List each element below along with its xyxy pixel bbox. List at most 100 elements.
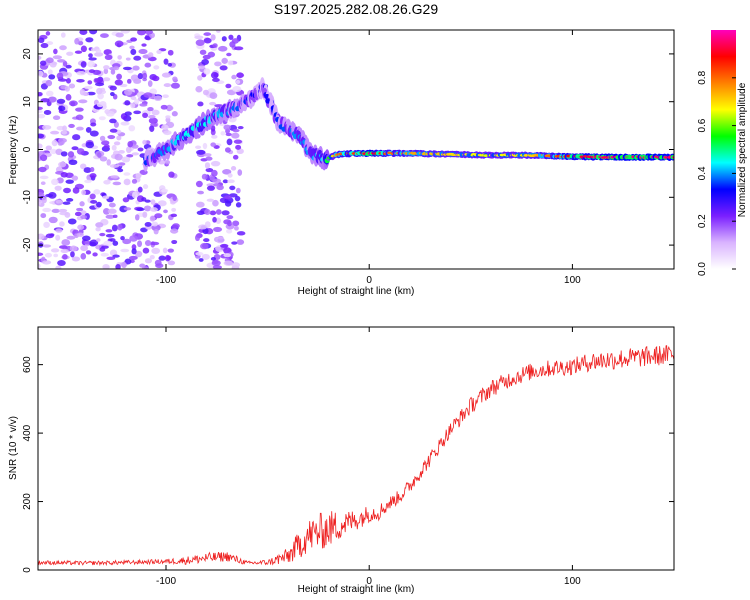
spectrogram-cell <box>87 60 95 68</box>
spectrogram-cell <box>74 38 80 45</box>
spectrogram-cell <box>160 104 168 110</box>
spectrogram-cell <box>201 253 210 260</box>
spectrogram-cell <box>171 239 178 245</box>
spectrogram-cell <box>124 88 133 96</box>
spectrogram-cell <box>226 229 233 234</box>
spectrogram-cell <box>71 175 79 181</box>
spectrogram-cell <box>166 255 172 261</box>
spectrogram-cell <box>172 223 180 229</box>
spectrogram-cell <box>113 121 119 128</box>
spectrogram-cell <box>40 154 48 162</box>
spectrogram-cell <box>48 74 56 80</box>
spectrogram-cell <box>55 148 63 156</box>
spectrogram-cell <box>201 173 208 180</box>
spectrogram-cell <box>70 251 75 258</box>
spectrogram-cell <box>60 151 68 157</box>
spectrogram-cell <box>42 244 51 248</box>
spectrogram-cell <box>195 180 203 188</box>
spectrogram-cell <box>205 156 213 161</box>
spectrogram-cell <box>194 35 204 40</box>
snr-series-line <box>38 345 674 567</box>
spectrogram-cell <box>57 259 66 267</box>
y-tick-label: 600 <box>22 356 33 373</box>
spectrogram-cell <box>209 101 216 106</box>
spectrogram-cell <box>161 72 172 78</box>
spectrogram-cell <box>226 52 232 57</box>
spectrogram-cell <box>235 144 242 150</box>
snr-x-label: Height of straight line (km) <box>298 584 415 595</box>
spectrogram-cell <box>211 169 218 177</box>
spectrogram-cell <box>142 211 148 218</box>
spectrogram-cell <box>67 151 75 158</box>
spectrogram-cell <box>236 72 244 78</box>
y-tick-label: 20 <box>22 48 33 60</box>
spectrogram-cell <box>104 54 113 61</box>
spectrogram-cell <box>141 197 147 202</box>
spectrogram-cell <box>61 239 71 246</box>
spectrogram-cell <box>163 58 169 65</box>
spectrogram-cell <box>114 40 124 48</box>
spectrogram-cell <box>212 178 222 184</box>
spectrogram-cell <box>80 245 89 252</box>
spectrogram-cell <box>52 115 61 121</box>
spectrogram-cell <box>232 220 240 227</box>
spectrogram-cell <box>215 236 225 244</box>
spectrogram-cell <box>109 249 118 257</box>
spectrogram-cell <box>231 74 237 80</box>
spectrogram-cell <box>161 188 169 193</box>
spectrogram-cell <box>85 37 94 43</box>
spectrogram-cell <box>149 207 158 212</box>
spectrogram-cell <box>131 178 138 184</box>
snr-y-label: SNR (10 * v/v) <box>8 416 19 480</box>
spectrogram-cell <box>58 208 68 213</box>
spectrogram-cell <box>206 198 215 202</box>
spectrogram-cell <box>210 34 216 41</box>
spectrogram-cell <box>170 82 180 89</box>
spectrogram-cell <box>231 241 238 245</box>
colorbar-tick-label: 0.2 <box>697 214 708 228</box>
spectrogram-cell <box>130 74 139 82</box>
spectrogram-cell <box>80 253 87 260</box>
spectrogram-cell <box>54 185 62 191</box>
spectrogram-cell <box>136 207 145 212</box>
spectrogram-cell <box>170 200 176 205</box>
spectrogram-cell <box>72 134 81 141</box>
spectrogram-x-label: Height of straight line (km) <box>298 286 415 297</box>
spectrogram-cell <box>49 148 58 155</box>
spectrogram-cell <box>215 217 222 224</box>
spectrogram-cell <box>108 202 116 208</box>
spectrogram-cell <box>149 215 156 222</box>
y-tick-label: 0 <box>22 567 33 573</box>
spectrogram-cell <box>59 45 67 51</box>
spectrogram-cell <box>167 62 173 67</box>
x-tick-label: 100 <box>564 275 581 286</box>
spectrogram-cell <box>167 105 174 111</box>
spectrogram-cell <box>76 148 85 155</box>
spectrogram-cell <box>137 73 144 80</box>
spectrogram-cell <box>220 131 226 136</box>
spectrogram-cell <box>103 179 111 185</box>
spectrogram-cell <box>167 260 176 266</box>
chart-title: S197.2025.282.08.26.G29 <box>274 1 438 17</box>
spectrogram-cell <box>131 244 137 250</box>
spectrogram-cell <box>89 239 99 246</box>
spectrogram-cell <box>88 69 96 74</box>
spectrogram-cell <box>38 106 43 111</box>
spectrogram-cell <box>118 149 125 154</box>
spectrogram-cell <box>197 101 204 107</box>
spectrogram-cell <box>38 252 44 256</box>
spectrogram-cell <box>139 103 148 107</box>
spectrogram-cell <box>117 55 122 60</box>
spectrogram-cell <box>201 58 209 65</box>
spectrogram-cell <box>133 55 142 61</box>
spectrogram-cell <box>40 213 47 219</box>
spectrogram-cell <box>43 221 50 228</box>
spectrogram-cell <box>107 208 117 214</box>
spectrogram-cell <box>64 85 70 92</box>
spectrogram-cell <box>214 61 222 67</box>
spectrogram-cell <box>227 173 233 178</box>
spectrogram-cell <box>60 32 66 38</box>
spectrogram-cell <box>48 216 58 224</box>
spectrogram-cell <box>85 250 92 255</box>
spectrogram-cell <box>147 107 154 112</box>
